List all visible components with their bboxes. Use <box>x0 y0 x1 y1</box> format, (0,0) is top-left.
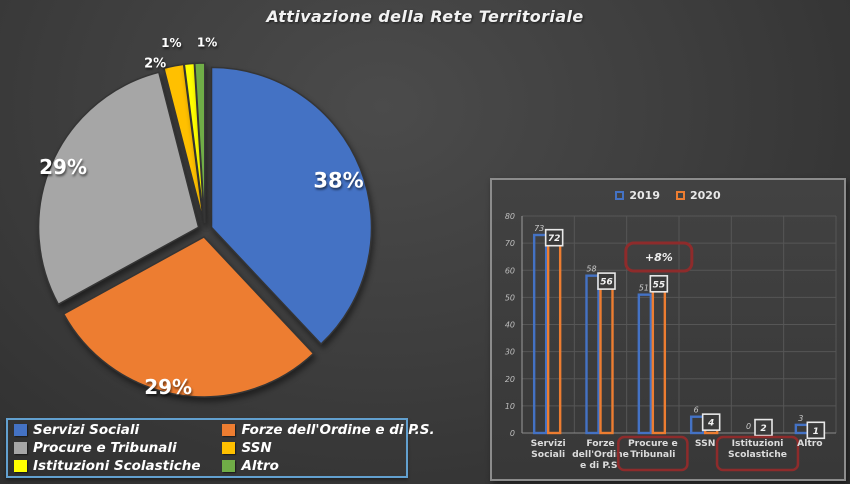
x-category-label: e di P.S. <box>580 460 621 471</box>
pie-chart: 38% 29% 29% 2% 1% 1% <box>37 35 373 399</box>
value-label-box <box>806 421 826 440</box>
y-tick-label: 0 <box>510 429 515 438</box>
value-label-2020: 1 <box>813 427 819 437</box>
legend-item-label: Procure e Tribunali <box>33 440 177 456</box>
legend-item-label: SSN <box>241 440 272 456</box>
pie-value-label: 1% <box>161 36 181 50</box>
y-tick-label: 70 <box>505 239 515 248</box>
legend-item-label: Altro <box>241 458 279 474</box>
legend-item-servizi-sociali: Servizi Sociali <box>14 422 222 439</box>
value-label-2020: 72 <box>548 234 561 244</box>
pie-value-label: 2% <box>144 56 166 71</box>
x-category-label: Forze <box>586 438 614 449</box>
legend-item-istituzioni-scolastiche: Istituzioni Scolastiche <box>14 458 222 475</box>
value-label-box <box>544 228 564 247</box>
x-category-label: Istituzioni <box>732 438 784 449</box>
pie-slice-forze-dell-ordine-e-di-p-s <box>62 235 315 398</box>
bar-2020-servizi-sociali <box>546 236 562 435</box>
y-tick-label: 50 <box>505 293 515 302</box>
bar-2019-ssn <box>689 415 705 435</box>
y-tick-label: 30 <box>505 348 515 357</box>
y-tick-label: 10 <box>505 402 515 411</box>
bar-2020-procure-e-tribunali <box>651 282 667 435</box>
x-category-label: Procure e <box>628 438 678 449</box>
x-category-label: dell'Ordine <box>572 449 629 460</box>
bar-2020-forze-dell-ordine-e-di-p-s <box>599 279 614 435</box>
legend-swatch-icon <box>222 460 236 472</box>
legend-item-label: 2019 <box>629 188 660 202</box>
value-label-2019: 51 <box>639 284 649 293</box>
legend-item-label: 2020 <box>690 188 721 202</box>
legend-swatch-icon <box>676 190 685 200</box>
x-category-label: SSN <box>695 438 716 449</box>
legend-item-procure-tribunali: Procure e Tribunali <box>14 440 222 457</box>
legend-item-forze-ordine: Forze dell'Ordine e di P.S. <box>222 422 435 439</box>
category-highlight-box <box>715 435 800 472</box>
legend-item-2020: 2020 <box>676 189 721 202</box>
bar-2019-procure-e-tribunali <box>637 293 653 435</box>
x-category-label: Altro <box>797 438 823 449</box>
value-label-2019: 73 <box>534 224 544 233</box>
pie-value-label: 1% <box>197 35 217 49</box>
x-category-label: Servizi <box>531 438 566 449</box>
pie-value-label: 29% <box>39 155 87 179</box>
legend-swatch-icon <box>222 424 236 436</box>
bar-2019-forze-dell-ordine-e-di-p-s <box>585 274 600 435</box>
value-label-box <box>597 272 616 290</box>
value-label-2019: 58 <box>586 265 596 274</box>
y-tick-label: 40 <box>505 321 515 330</box>
bar-2019-servizi-sociali <box>532 233 548 435</box>
value-label-2019: 0 <box>746 422 751 431</box>
page-title: Attivazione della Rete Territoriale <box>266 7 584 26</box>
category-highlight-box <box>617 435 689 472</box>
bar-2019-altro <box>794 423 810 435</box>
legend-swatch-icon <box>14 424 27 436</box>
legend-item-label: Servizi Sociali <box>33 422 140 438</box>
value-label-2020: 2 <box>760 424 766 434</box>
legend-swatch-icon <box>615 190 625 200</box>
legend-item-2019: 2019 <box>615 189 660 202</box>
y-tick-label: 60 <box>505 266 515 275</box>
value-label-2020: 4 <box>707 419 714 429</box>
value-label-2019: 6 <box>694 406 699 415</box>
legend-swatch-icon <box>14 442 27 454</box>
x-category-label: Scolastiche <box>728 449 787 460</box>
y-tick-label: 20 <box>505 375 515 384</box>
legend-swatch-icon <box>14 460 27 472</box>
legend-item-altro: Altro <box>222 458 400 475</box>
bar-chart-panel: 2019 2020 0 10 20 30 40 50 60 70 80 +8% 73 72 58 56 51… <box>490 178 846 481</box>
pie-slice-servizi-sociali <box>210 66 373 346</box>
legend-item-label: Istituzioni Scolastiche <box>33 458 201 474</box>
legend-swatch-icon <box>222 442 236 454</box>
legend-item-ssn: SSN <box>222 440 400 457</box>
pie-slice-altro <box>193 62 206 224</box>
value-label-box <box>649 275 669 293</box>
annotation-label: +8% <box>645 251 673 264</box>
legend-item-label: Forze dell'Ordine e di P.S. <box>241 422 435 438</box>
bar-chart-legend: 2019 2020 <box>492 185 844 205</box>
pie-value-label: 29% <box>144 375 192 399</box>
annotation-box <box>624 241 694 273</box>
value-label-2020: 55 <box>653 280 666 290</box>
value-label-box <box>754 418 773 437</box>
pie-legend: Servizi Sociali Forze dell'Ordine e di P… <box>6 418 435 478</box>
y-tick-label: 80 <box>505 212 515 221</box>
x-category-label: Tribunali <box>630 449 675 460</box>
x-category-label: Sociali <box>531 449 565 460</box>
value-label-2019: 3 <box>798 414 803 423</box>
value-label-box <box>701 413 721 431</box>
value-label-2020: 56 <box>600 278 613 288</box>
pie-value-label: 38% <box>313 169 363 193</box>
pie-slice-procure-e-tribunali <box>37 71 200 306</box>
